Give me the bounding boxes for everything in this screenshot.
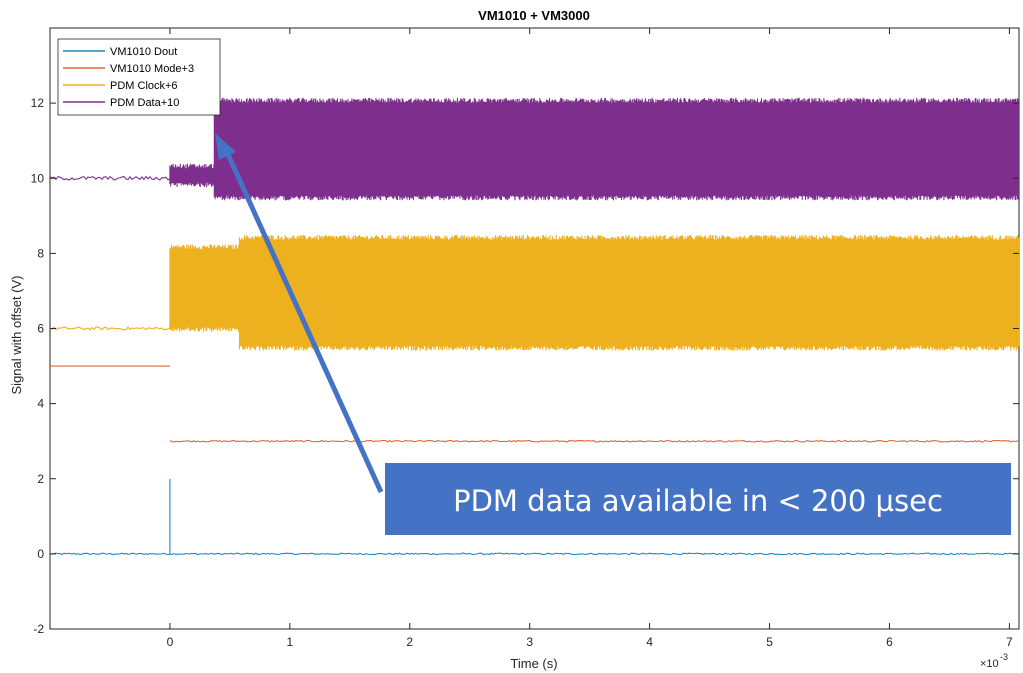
x-tick-label: 2: [406, 635, 413, 649]
x-tick-label: 1: [287, 635, 294, 649]
x-exponent-label: ×10: [980, 658, 999, 670]
annotation-callout: PDM data available in < 200 µsec: [385, 463, 1011, 535]
legend: VM1010 Dout VM1010 Mode+3 PDM Clock+6 PDM D…: [57, 38, 221, 116]
x-tick-label: 5: [766, 635, 773, 649]
series-vm1010-dout: [49, 478, 1020, 556]
series-line: [49, 97, 1019, 201]
x-tick-label: 4: [646, 635, 653, 649]
series-pdm-clock-6: [49, 235, 1020, 351]
y-tick-label: 10: [31, 171, 45, 185]
series-line: [49, 478, 1020, 556]
callout-text: PDM data available in < 200 µsec: [453, 484, 943, 518]
y-tick-label: 12: [31, 96, 45, 110]
legend-entry: VM1010 Dout: [110, 46, 177, 58]
series-line: [49, 235, 1020, 351]
y-tick-label: 8: [37, 246, 44, 260]
y-tick-label: 6: [37, 322, 44, 336]
x-tick-label: 3: [526, 635, 533, 649]
legend-entry: PDM Data+10: [110, 97, 179, 109]
arrow-head: [215, 133, 236, 160]
x-tick-label: 0: [167, 635, 174, 649]
arrow-shaft: [223, 148, 384, 494]
x-axis: 0 1 2 3 4 5 6 7: [167, 28, 1013, 649]
y-tick-label: 2: [37, 472, 44, 486]
series-pdm-data-10: [49, 97, 1019, 201]
legend-entry: VM1010 Mode+3: [110, 63, 194, 75]
annotation-arrow: [215, 133, 384, 494]
y-axis: -2 0 2 4 6 8 10 12: [31, 96, 1019, 636]
series-line: [50, 365, 1020, 443]
callout-box: [385, 463, 1011, 535]
series-layer: [49, 97, 1020, 556]
y-axis-label: Signal with offset (V): [9, 276, 24, 395]
y-tick-label: 4: [37, 397, 44, 411]
x-exponent-power: -3: [1000, 652, 1008, 662]
legend-entry: PDM Clock+6: [110, 80, 178, 92]
y-tick-label: 0: [37, 547, 44, 561]
x-axis-label: Time (s): [510, 656, 557, 671]
series-vm1010-mode-3: [50, 365, 1020, 443]
x-tick-label: 7: [1006, 635, 1013, 649]
y-tick-label: -2: [33, 622, 44, 636]
x-tick-label: 6: [886, 635, 893, 649]
chart-title: VM1010 + VM3000: [478, 8, 590, 23]
